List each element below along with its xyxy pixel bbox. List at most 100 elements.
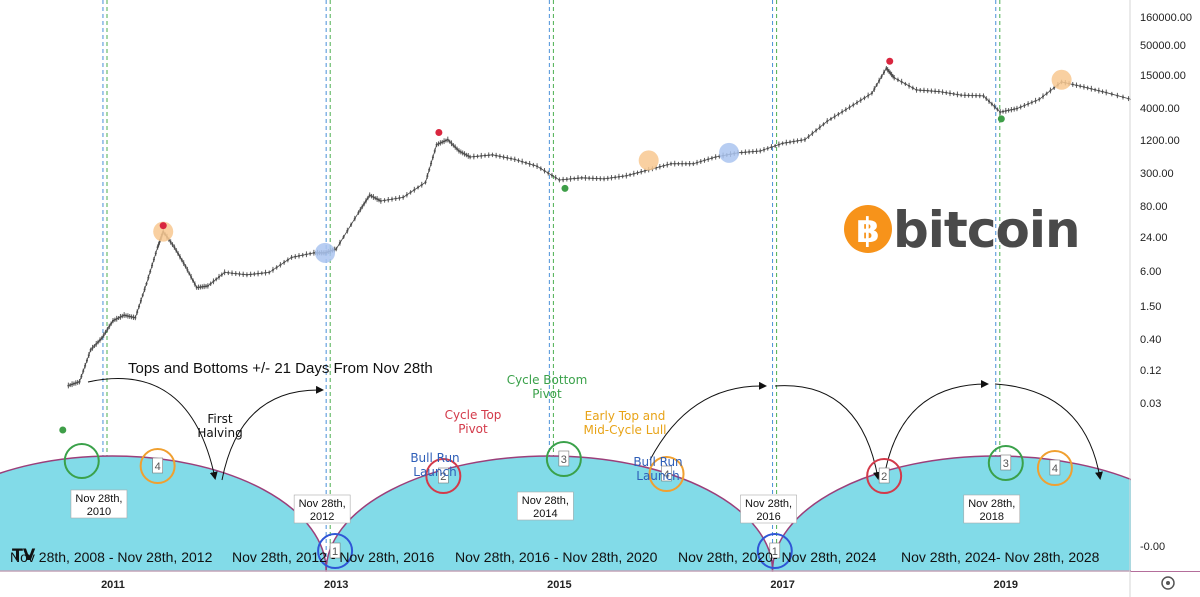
cycle-arrows (87, 378, 1103, 481)
price-tick-label-8: 6.00 (1140, 266, 1161, 278)
date-box-line1: Nov 28th, (75, 493, 122, 505)
phase-circle-7: 2 (866, 458, 903, 494)
cycle-range-2: Nov 28th, 2012 - Nov 28th, 2016 (232, 549, 435, 565)
candle-body (67, 384, 70, 387)
bitcoin-logo-text: bitcoin (893, 201, 1080, 259)
price-tick-label-11: 0.12 (1140, 365, 1161, 377)
cycle-range-5: Nov 28th, 2024- Nov 28th, 2028 (901, 549, 1100, 565)
phase-circle-ring (1036, 450, 1073, 486)
cycle-bottom-pivot-label-1: Cycle Bottom (507, 373, 588, 387)
phase-circle-ring (866, 458, 903, 494)
phase-number-box (152, 457, 163, 474)
phase-number-box (438, 467, 449, 484)
phase-circle-8: 3 (987, 445, 1024, 481)
phase-circles: 41234123412341234 (63, 441, 1073, 569)
date-box-line2: 2016 (756, 511, 780, 523)
price-tick-label-7: 24.00 (1140, 232, 1168, 244)
bull-run-launch-2-line2: Launch (636, 469, 679, 483)
price-candles (67, 66, 1200, 389)
cycle-top-pivot-label-1: Cycle Top (445, 408, 502, 422)
price-tick-label-4: 1200.00 (1140, 135, 1180, 147)
date-box-2: Nov 28th,2014 (517, 491, 574, 521)
bitcoin-logo: ฿ bitcoin (844, 201, 1081, 259)
date-box-4: Nov 28th,2018 (963, 494, 1021, 524)
phase-number: 4 (663, 469, 669, 481)
halving-marker-0 (315, 242, 336, 263)
early-top-label-2: Mid-Cycle Lull (584, 423, 667, 437)
phase-number-box (769, 542, 781, 559)
date-box-bg (293, 494, 351, 524)
phase-circle-5: 4 (648, 456, 685, 492)
cycle-top-pivot-label-2: Pivot (458, 422, 488, 436)
cycle-bottom-pivot-label-2: Pivot (532, 387, 562, 401)
early-top-label-1: Early Top and (585, 409, 666, 423)
gear-icon[interactable] (1161, 576, 1175, 590)
time-axis[interactable]: 2011201320152017201920212023202520272029 (101, 579, 1200, 591)
price-line (68, 67, 1200, 387)
cycle-arrow-1 (221, 385, 324, 481)
phase-number: 4 (1052, 463, 1058, 475)
phase-number: 2 (440, 471, 446, 483)
price-axis[interactable]: 160000.00 50000.00 15000.00 4000.00 1200.00 3… (1131, 0, 1200, 571)
phase-number-box (1049, 459, 1061, 476)
date-box-line1: Nov 28th, (522, 495, 569, 507)
phase-circle-ring (317, 533, 354, 569)
date-box-0: Nov 28th,2010 (70, 489, 128, 519)
price-tick-label-10: 0.40 (1140, 334, 1161, 346)
date-box-3: Nov 28th,2016 (740, 494, 797, 524)
cycle-arrow-2 (649, 381, 767, 461)
cycle-bottom-dot-1 (561, 184, 569, 192)
cycle-bottom-dot-0 (59, 426, 67, 434)
phase-number: 3 (1003, 458, 1009, 470)
price-tick-label-13: -0.00 (1140, 541, 1165, 553)
time-tick-label-1: 2013 (324, 579, 348, 591)
bull-run-launch-2-line1: Bull Run (633, 455, 682, 469)
date-box-line2: 2014 (533, 508, 557, 520)
bull-run-launch-1-line2: Launch (413, 465, 456, 479)
time-tick-label-2: 2015 (547, 579, 571, 591)
time-tick-label-4: 2019 (994, 579, 1018, 591)
date-box-1: Nov 28th,2012 (293, 494, 351, 524)
phase-circle-0 (63, 443, 100, 479)
date-box-bg (963, 494, 1021, 524)
phase-circle-6: 1 (756, 533, 793, 569)
date-box-line2: 2018 (980, 511, 1004, 523)
main-annotation: Tops and Bottoms +/- 21 Days From Nov 28… (128, 360, 433, 377)
phase-number-box (1000, 454, 1012, 471)
date-box-line1: Nov 28th, (968, 498, 1015, 510)
cycle-top-dot-2 (886, 57, 894, 65)
bitcoin-logo-symbol: ฿ (856, 211, 880, 251)
price-tick-label-6: 80.00 (1140, 201, 1168, 213)
phase-number: 2 (881, 471, 887, 483)
phase-circle-ring (425, 458, 462, 494)
price-axis-bg (1131, 0, 1200, 571)
phase-number: 3 (561, 454, 567, 466)
time-tick-label-3: 2017 (770, 579, 794, 591)
cycle-range-4: Nov 28th, 2020- Nov 28th, 2024 (678, 549, 877, 565)
phase-circle-ring (987, 445, 1024, 481)
mid-cycle-lull-marker-0 (153, 221, 174, 242)
phase-circle-ring (139, 448, 176, 484)
phase-circle-ring (545, 441, 582, 477)
date-box-bg (740, 494, 797, 524)
first-halving-label-2: Halving (197, 426, 242, 440)
phase-number-box (661, 465, 672, 482)
price-tick-label-9: 1.50 (1140, 301, 1161, 313)
cycle-arrow-0 (87, 378, 218, 480)
phase-circle-ring (63, 443, 100, 479)
price-tick-label-12: 0.03 (1140, 398, 1161, 410)
price-tick-label-5: 300.00 (1140, 168, 1174, 180)
phase-number: 1 (772, 546, 778, 558)
date-box-line2: 2010 (87, 506, 111, 518)
halving-marker-1 (719, 142, 740, 163)
cycle-arrow-4 (883, 380, 989, 479)
cycle-range-1: Nov 28th, 2008 - Nov 28th, 2012 (10, 549, 213, 565)
phase-circle-4: 3 (545, 441, 582, 477)
phase-circle-3: 2 (425, 458, 462, 494)
date-box-bg (517, 491, 574, 521)
phase-number-box (878, 467, 890, 484)
phase-number-box (558, 450, 570, 467)
cycle-bottom-dot-2 (997, 115, 1005, 123)
